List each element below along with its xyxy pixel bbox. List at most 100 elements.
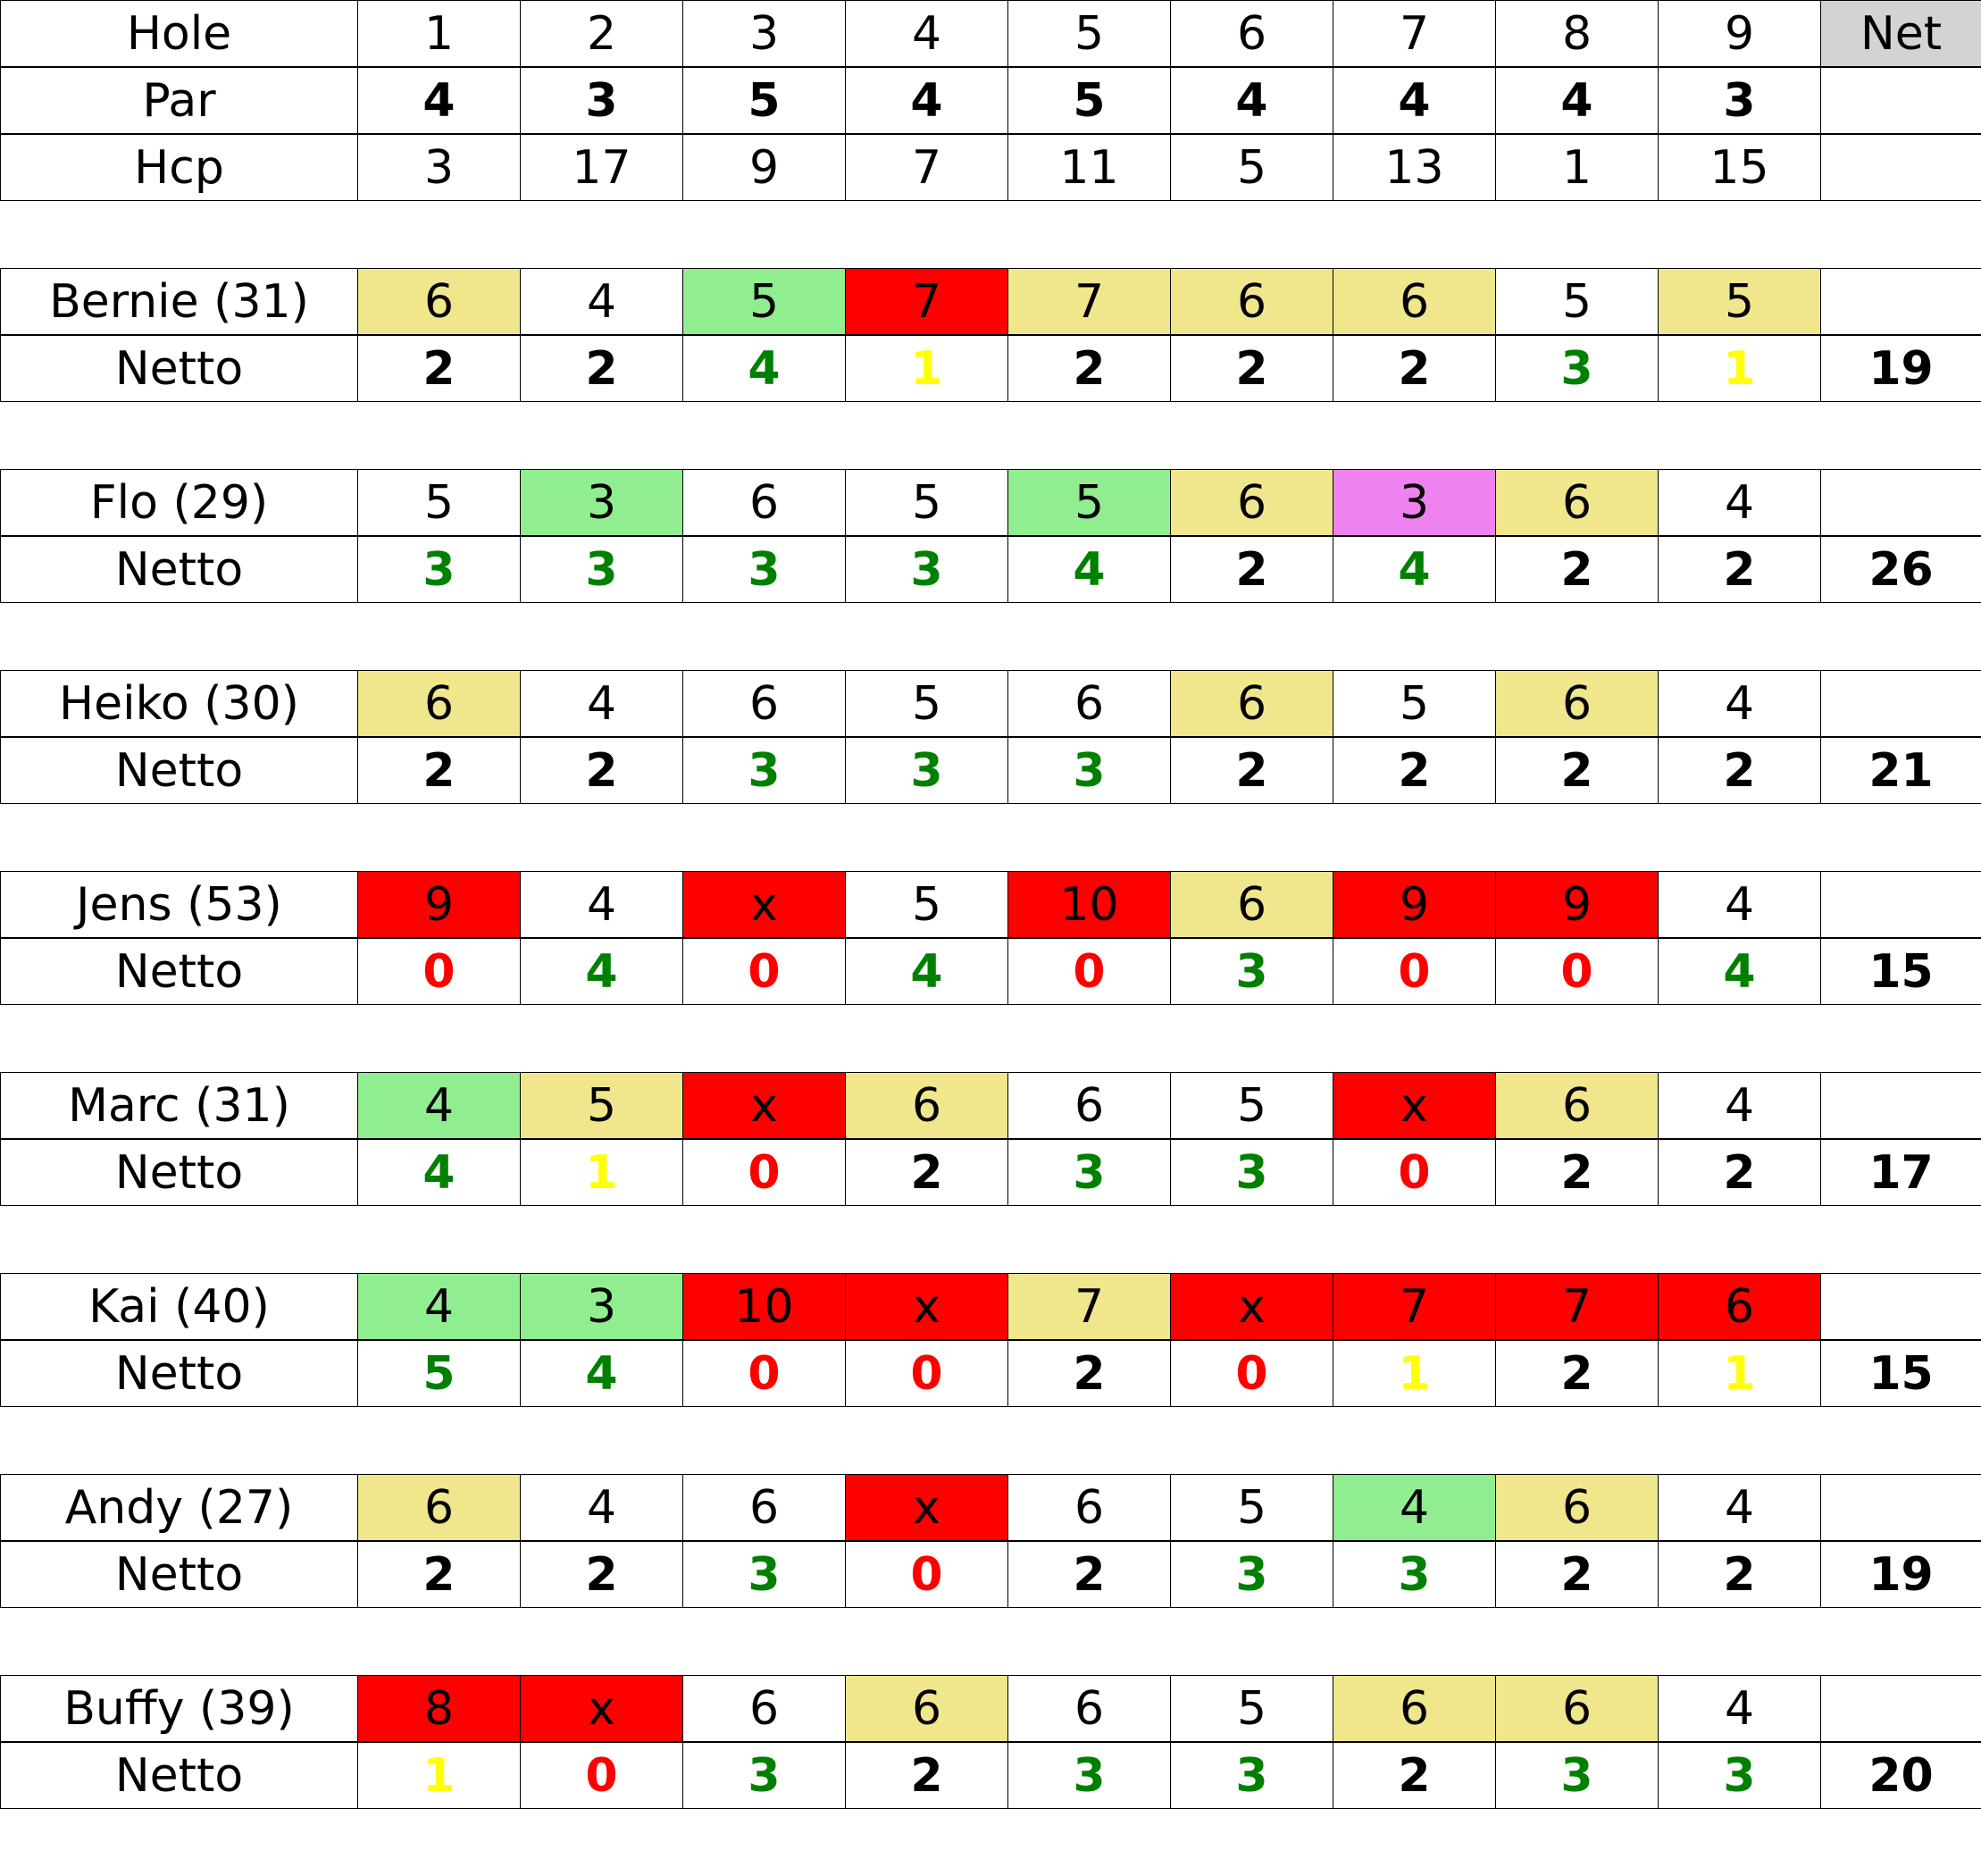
netto-points-hole-5: 2 bbox=[1007, 335, 1170, 402]
netto-points-hole-9: 2 bbox=[1658, 1541, 1820, 1608]
score-cell-hole-2: 4 bbox=[520, 871, 682, 938]
score-cell-hole-9: 5 bbox=[1658, 268, 1820, 335]
netto-points-hole-1: 2 bbox=[357, 737, 520, 804]
netto-points-hole-7: 4 bbox=[1333, 536, 1495, 603]
score-cell-hole-2: 4 bbox=[520, 1474, 682, 1541]
netto-points-hole-3: 0 bbox=[682, 938, 845, 1005]
score-cell-hole-9: 6 bbox=[1658, 1273, 1820, 1340]
netto-points-hole-4: 3 bbox=[845, 536, 1007, 603]
score-cell-hole-1: 4 bbox=[357, 1072, 520, 1139]
player-name: Marc (31) bbox=[0, 1072, 357, 1139]
hole-value-1: 1 bbox=[357, 0, 520, 67]
netto-points-hole-8: 2 bbox=[1495, 1139, 1658, 1206]
score-cell-hole-9: 4 bbox=[1658, 670, 1820, 737]
netto-points-hole-3: 3 bbox=[682, 1541, 845, 1608]
player-name: Buffy (39) bbox=[0, 1675, 357, 1742]
score-total-empty bbox=[1820, 1072, 1981, 1139]
score-cell-hole-8: 5 bbox=[1495, 268, 1658, 335]
score-cell-hole-3: 6 bbox=[682, 1675, 845, 1742]
hole-value-4: 4 bbox=[845, 0, 1007, 67]
score-cell-hole-4: 5 bbox=[845, 670, 1007, 737]
hole-value-5: 5 bbox=[1007, 0, 1170, 67]
netto-points-hole-8: 2 bbox=[1495, 1541, 1658, 1608]
par-value-7: 4 bbox=[1333, 67, 1495, 134]
hole-label: Hole bbox=[0, 0, 357, 67]
par-value-9: 3 bbox=[1658, 67, 1820, 134]
score-cell-hole-8: 9 bbox=[1495, 871, 1658, 938]
netto-points-hole-8: 3 bbox=[1495, 335, 1658, 402]
netto-points-hole-4: 2 bbox=[845, 1139, 1007, 1206]
netto-points-hole-7: 2 bbox=[1333, 737, 1495, 804]
hcp-label: Hcp bbox=[0, 134, 357, 201]
par-net-empty bbox=[1820, 67, 1981, 134]
netto-points-hole-9: 3 bbox=[1658, 1742, 1820, 1809]
score-cell-hole-8: 6 bbox=[1495, 1072, 1658, 1139]
score-cell-hole-3: 5 bbox=[682, 268, 845, 335]
score-cell-hole-9: 4 bbox=[1658, 871, 1820, 938]
netto-points-hole-5: 3 bbox=[1007, 1139, 1170, 1206]
netto-points-hole-8: 2 bbox=[1495, 1340, 1658, 1407]
hole-value-7: 7 bbox=[1333, 0, 1495, 67]
player-name: Bernie (31) bbox=[0, 268, 357, 335]
netto-points-hole-6: 3 bbox=[1170, 1742, 1333, 1809]
score-cell-hole-5: 10 bbox=[1007, 871, 1170, 938]
score-cell-hole-4: 6 bbox=[845, 1072, 1007, 1139]
score-cell-hole-3: x bbox=[682, 871, 845, 938]
netto-points-hole-5: 2 bbox=[1007, 1340, 1170, 1407]
net-total: 19 bbox=[1820, 1541, 1981, 1608]
netto-points-hole-1: 4 bbox=[357, 1139, 520, 1206]
score-cell-hole-1: 8 bbox=[357, 1675, 520, 1742]
score-cell-hole-7: 9 bbox=[1333, 871, 1495, 938]
netto-points-hole-3: 4 bbox=[682, 335, 845, 402]
netto-label: Netto bbox=[0, 1139, 357, 1206]
par-value-3: 5 bbox=[682, 67, 845, 134]
score-cell-hole-3: 6 bbox=[682, 1474, 845, 1541]
netto-label: Netto bbox=[0, 737, 357, 804]
score-cell-hole-8: 6 bbox=[1495, 670, 1658, 737]
netto-points-hole-3: 3 bbox=[682, 737, 845, 804]
netto-points-hole-5: 3 bbox=[1007, 1742, 1170, 1809]
netto-points-hole-7: 0 bbox=[1333, 1139, 1495, 1206]
netto-label: Netto bbox=[0, 1340, 357, 1407]
player-name: Jens (53) bbox=[0, 871, 357, 938]
score-cell-hole-6: x bbox=[1170, 1273, 1333, 1340]
netto-points-hole-2: 4 bbox=[520, 938, 682, 1005]
netto-points-hole-1: 3 bbox=[357, 536, 520, 603]
netto-points-hole-8: 2 bbox=[1495, 536, 1658, 603]
score-cell-hole-1: 9 bbox=[357, 871, 520, 938]
netto-points-hole-5: 4 bbox=[1007, 536, 1170, 603]
score-cell-hole-4: x bbox=[845, 1273, 1007, 1340]
netto-points-hole-2: 3 bbox=[520, 536, 682, 603]
netto-points-hole-2: 4 bbox=[520, 1340, 682, 1407]
score-cell-hole-5: 6 bbox=[1007, 670, 1170, 737]
netto-points-hole-7: 1 bbox=[1333, 1340, 1495, 1407]
netto-points-hole-6: 2 bbox=[1170, 737, 1333, 804]
score-cell-hole-3: 10 bbox=[682, 1273, 845, 1340]
hole-value-9: 9 bbox=[1658, 0, 1820, 67]
score-cell-hole-2: x bbox=[520, 1675, 682, 1742]
score-cell-hole-7: 6 bbox=[1333, 1675, 1495, 1742]
score-cell-hole-2: 3 bbox=[520, 1273, 682, 1340]
par-value-5: 5 bbox=[1007, 67, 1170, 134]
score-total-empty bbox=[1820, 1675, 1981, 1742]
netto-points-hole-3: 0 bbox=[682, 1139, 845, 1206]
score-cell-hole-7: 6 bbox=[1333, 268, 1495, 335]
score-total-empty bbox=[1820, 670, 1981, 737]
score-total-empty bbox=[1820, 268, 1981, 335]
netto-points-hole-4: 4 bbox=[845, 938, 1007, 1005]
hcp-value-6: 5 bbox=[1170, 134, 1333, 201]
netto-points-hole-8: 0 bbox=[1495, 938, 1658, 1005]
score-cell-hole-9: 4 bbox=[1658, 1072, 1820, 1139]
netto-points-hole-3: 0 bbox=[682, 1340, 845, 1407]
netto-label: Netto bbox=[0, 536, 357, 603]
score-total-empty bbox=[1820, 469, 1981, 536]
netto-label: Netto bbox=[0, 335, 357, 402]
netto-points-hole-1: 0 bbox=[357, 938, 520, 1005]
netto-points-hole-9: 2 bbox=[1658, 1139, 1820, 1206]
score-cell-hole-8: 6 bbox=[1495, 1675, 1658, 1742]
netto-points-hole-6: 3 bbox=[1170, 1541, 1333, 1608]
netto-label: Netto bbox=[0, 938, 357, 1005]
score-cell-hole-5: 6 bbox=[1007, 1072, 1170, 1139]
score-cell-hole-7: 7 bbox=[1333, 1273, 1495, 1340]
